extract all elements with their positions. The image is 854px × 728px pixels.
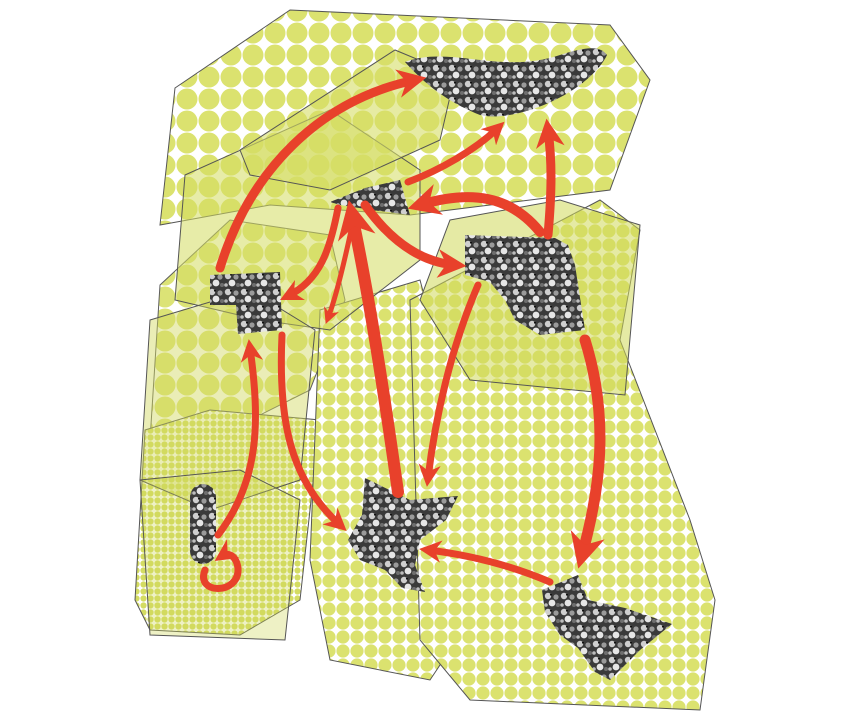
crowd-right-block	[465, 235, 585, 335]
crowd-bottom-right	[542, 575, 672, 680]
crowd-top-arc	[405, 48, 607, 117]
arrow-11	[419, 540, 554, 586]
arrow-6	[279, 204, 342, 301]
arrow-4	[407, 184, 545, 237]
arrows	[200, 69, 606, 592]
panels	[134, 9, 716, 711]
arrow-14	[200, 539, 242, 592]
arrow-8	[337, 199, 404, 498]
crowd-left-pill	[190, 484, 216, 564]
crowd-left-square	[210, 272, 282, 334]
arrow-2	[404, 121, 505, 186]
crowd-bottom-center	[348, 478, 458, 592]
arrow-13	[214, 339, 263, 539]
arrow-9	[418, 281, 482, 487]
arrow-12	[277, 331, 347, 531]
arrow-3	[536, 118, 565, 240]
arrow-10	[570, 334, 606, 569]
crowd-cutouts	[190, 48, 672, 680]
arrow-1	[215, 69, 427, 273]
